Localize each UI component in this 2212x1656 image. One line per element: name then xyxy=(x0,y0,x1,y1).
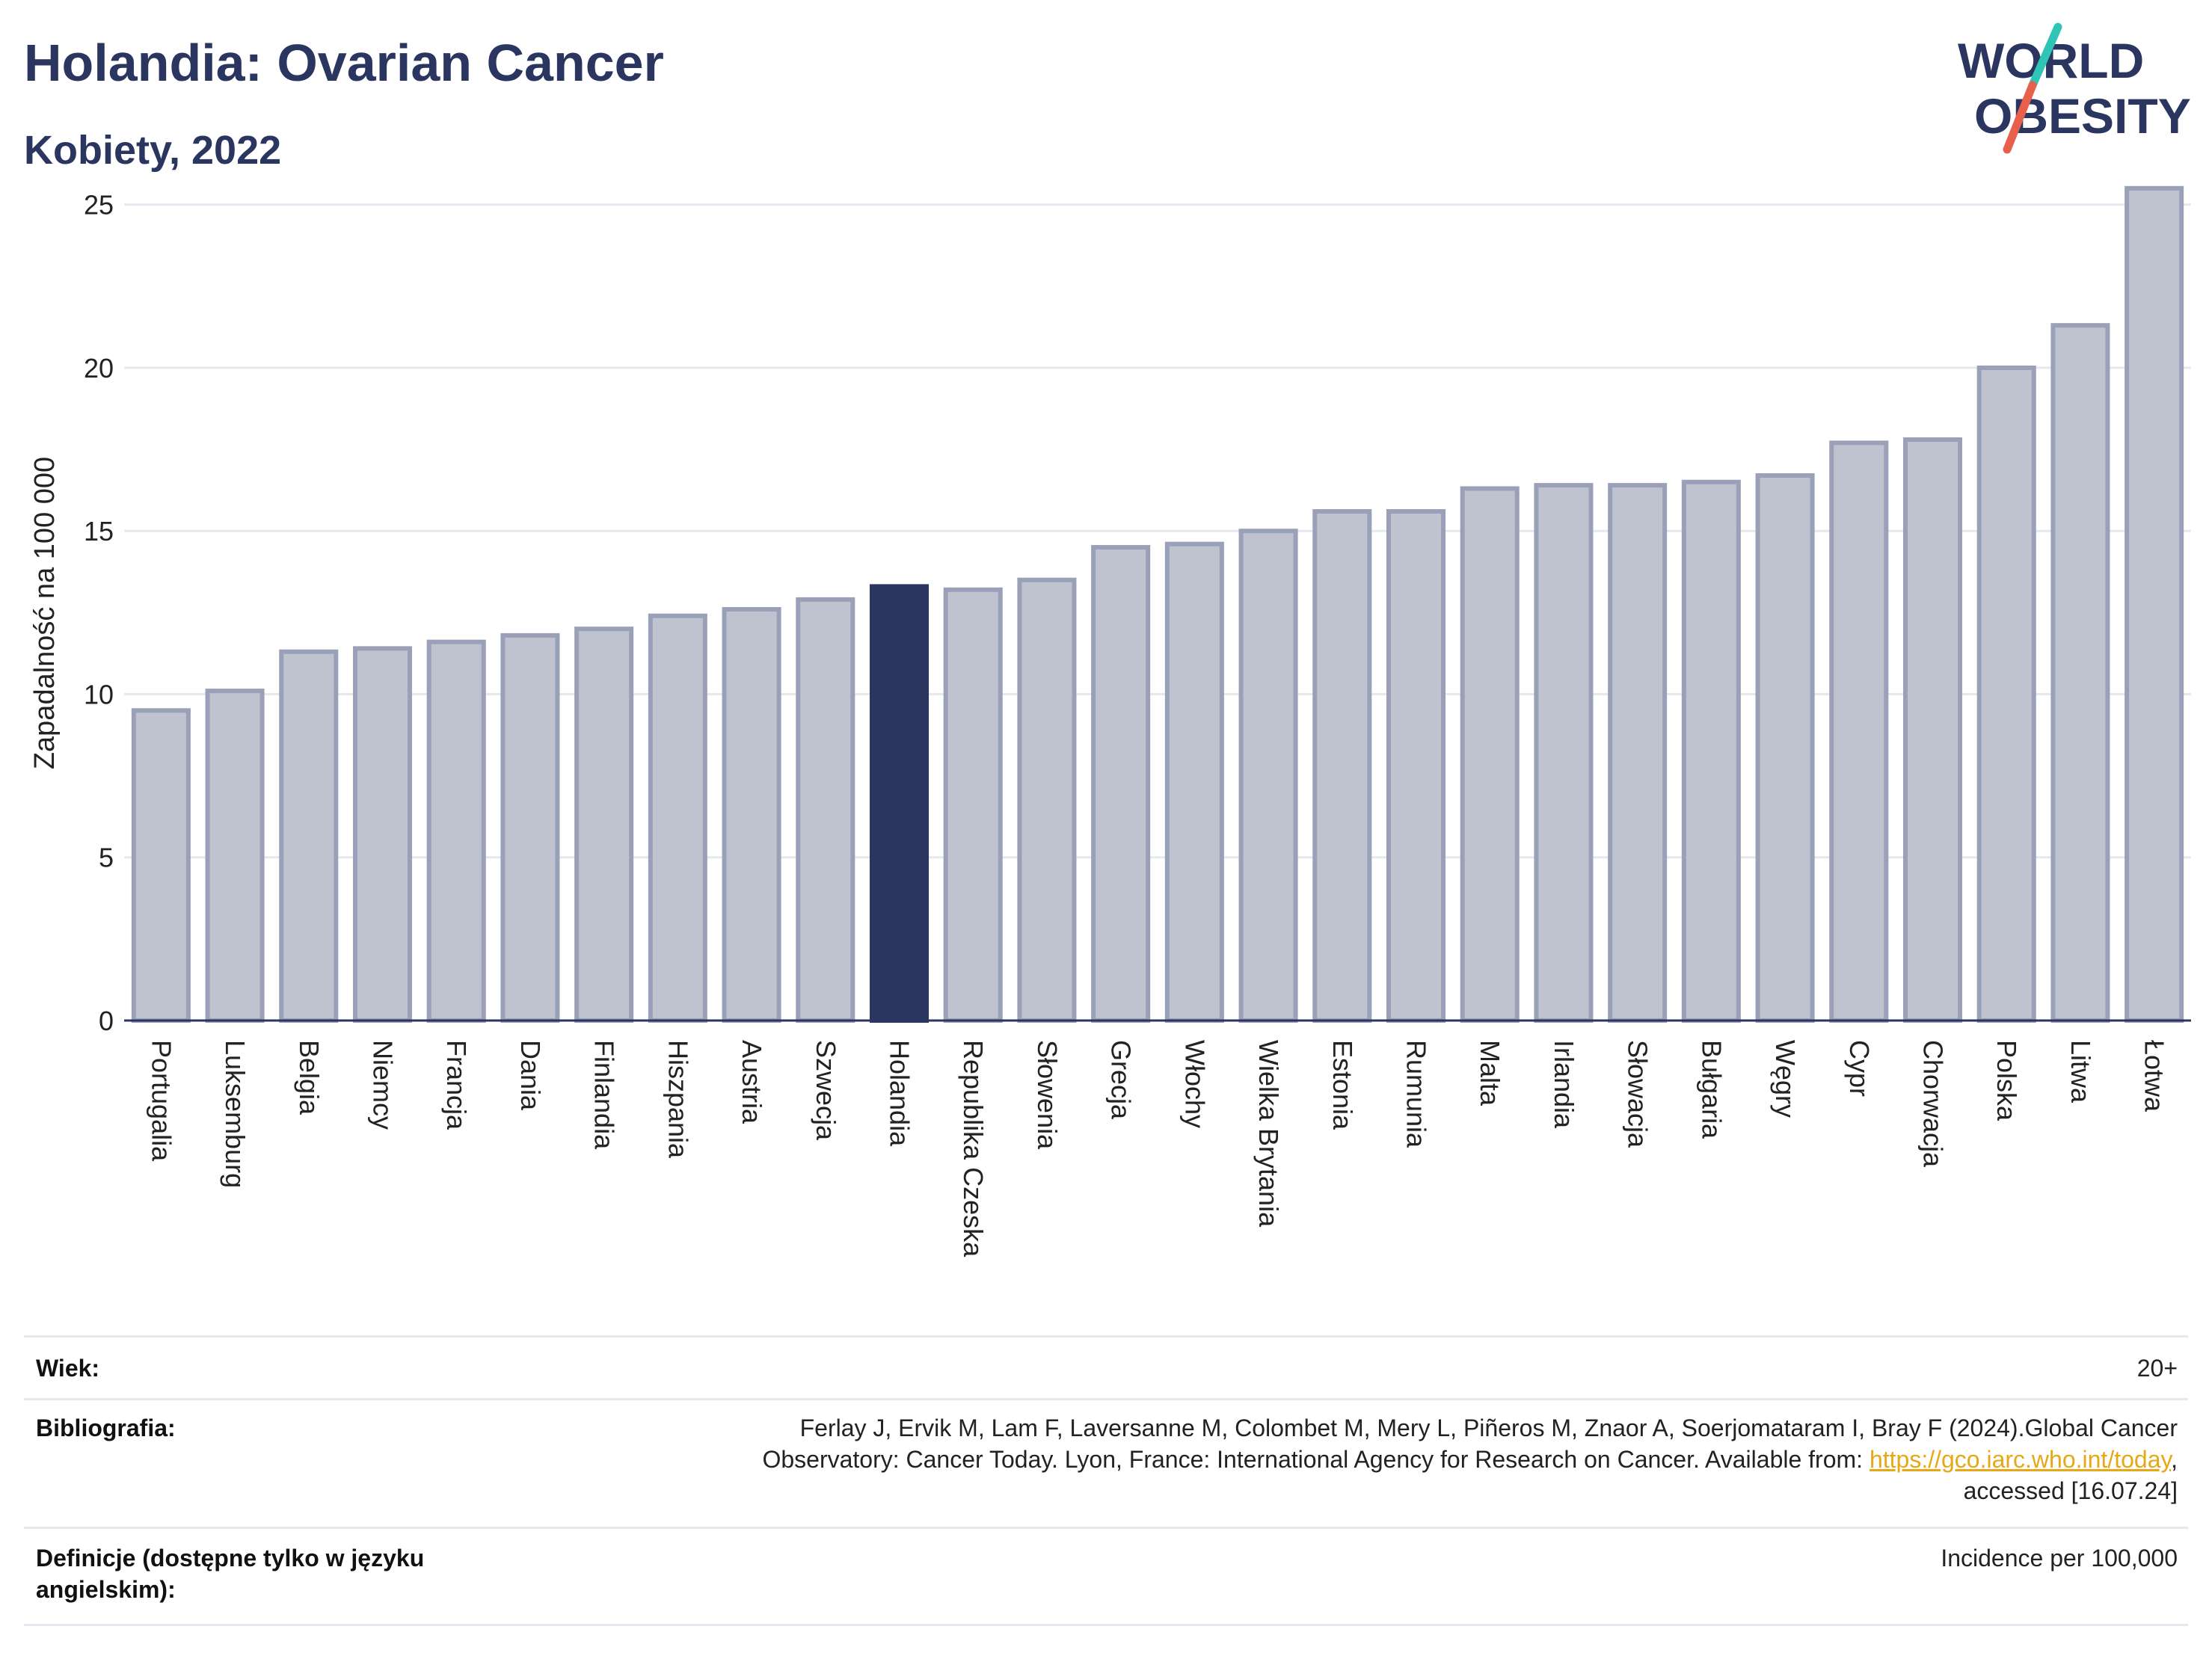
logo-accent-coral xyxy=(2003,81,2037,154)
bibliography-line2-end: , xyxy=(2171,1446,2178,1473)
x-tick-label: Holandia xyxy=(885,1040,915,1147)
y-tick-label: 0 xyxy=(99,1006,114,1036)
x-tick-label: Słowacja xyxy=(1623,1040,1653,1148)
definition-label-line1: Definicje (dostępne tylko w języku xyxy=(36,1545,425,1572)
x-tick-label: Bułgaria xyxy=(1696,1040,1727,1139)
bar xyxy=(1976,365,2036,1023)
x-tick-label: Grecja xyxy=(1106,1040,1137,1120)
x-tick-label: Irlandia xyxy=(1549,1040,1579,1129)
x-tick-label: Portugalia xyxy=(146,1040,176,1162)
bar xyxy=(352,646,413,1023)
definition-row: Definicje (dostępne tylko w języku angie… xyxy=(24,1527,2188,1625)
y-tick-label: 25 xyxy=(84,190,114,221)
bibliography-value: Ferlay J, Ervik M, Lam F, Laversanne M, … xyxy=(762,1412,2178,1506)
bar-highlighted xyxy=(869,584,930,1023)
bar xyxy=(1681,479,1741,1023)
chart-subtitle: Kobiety, 2022 xyxy=(24,128,282,173)
bar xyxy=(2050,323,2110,1023)
x-tick-label: Belgia xyxy=(294,1040,325,1115)
y-axis-ticks: 0 5 10 15 20 25 xyxy=(84,190,114,1036)
bar xyxy=(500,632,560,1023)
bibliography-row: Bibliografia: Ferlay J, Ervik M, Lam F, … xyxy=(24,1398,2188,1527)
age-value: 20+ xyxy=(2136,1355,2178,1382)
definition-label-line2: angielskim): xyxy=(36,1576,176,1603)
bar xyxy=(426,639,486,1023)
bar xyxy=(1386,509,1446,1023)
y-tick-label: 20 xyxy=(84,353,114,384)
bar xyxy=(722,606,781,1023)
x-tick-label: Słowenia xyxy=(1032,1040,1063,1150)
bibliography-label: Bibliografia: xyxy=(36,1415,176,1441)
bar xyxy=(1608,483,1668,1023)
bar xyxy=(131,708,191,1023)
x-tick-label: Finlandia xyxy=(589,1040,620,1150)
y-tick-label: 5 xyxy=(99,843,114,873)
definition-value: Incidence per 100,000 xyxy=(1941,1545,2178,1572)
x-tick-label: Luksemburg xyxy=(220,1040,251,1188)
x-tick-label: Republika Czeska xyxy=(958,1040,989,1258)
bar xyxy=(205,689,265,1023)
bar xyxy=(1312,509,1372,1023)
x-tick-label: Litwa xyxy=(2065,1040,2096,1104)
x-tick-label: Chorwacja xyxy=(1918,1040,1949,1168)
bar xyxy=(279,649,339,1023)
bar xyxy=(1534,483,1594,1023)
age-label: Wiek: xyxy=(36,1355,100,1382)
y-tick-label: 10 xyxy=(84,679,114,710)
bar xyxy=(796,597,855,1023)
bar xyxy=(648,613,707,1023)
bar xyxy=(1017,577,1077,1023)
bar xyxy=(1902,437,1963,1023)
x-tick-label: Niemcy xyxy=(368,1040,399,1130)
bar xyxy=(943,587,1003,1023)
y-axis-label: Zapadalność na 100 000 xyxy=(29,457,61,769)
x-tick-label: Malta xyxy=(1475,1040,1505,1106)
bibliography-line2: Observatory: Cancer Today. Lyon, France:… xyxy=(762,1444,2178,1475)
bar-chart: 0 5 10 15 20 25 Zapadalność na 100 000 Portug… xyxy=(29,185,2191,1258)
logo-accent-teal xyxy=(2028,22,2062,90)
table-bottom-border xyxy=(24,1624,2188,1626)
x-tick-label: Francja xyxy=(441,1040,472,1130)
definition-label: Definicje (dostępne tylko w języku angie… xyxy=(36,1542,424,1605)
bar xyxy=(1164,541,1224,1023)
bars xyxy=(131,185,2184,1024)
x-tick-label: Szwecja xyxy=(811,1040,841,1141)
x-tick-label: Estonia xyxy=(1327,1040,1358,1130)
bibliography-line2-text: Observatory: Cancer Today. Lyon, France:… xyxy=(762,1446,1870,1473)
x-tick-label: Hiszpania xyxy=(663,1040,693,1159)
x-tick-label: Łotwa xyxy=(2139,1040,2170,1112)
x-tick-label: Węgry xyxy=(1770,1040,1801,1118)
bar xyxy=(1238,529,1298,1023)
bar xyxy=(2125,185,2184,1024)
x-tick-label: Dania xyxy=(515,1040,546,1111)
y-tick-label: 15 xyxy=(84,516,114,547)
bibliography-link[interactable]: https://gco.iarc.who.int/today xyxy=(1869,1446,2172,1473)
x-tick-label: Polska xyxy=(1991,1040,2022,1121)
bar xyxy=(1829,440,1889,1023)
bar xyxy=(1091,545,1151,1023)
bar xyxy=(1460,486,1520,1023)
x-tick-label: Cypr xyxy=(1844,1040,1875,1097)
bar xyxy=(574,627,634,1023)
x-axis-labels: Portugalia Luksemburg Belgia Niemcy Francja D… xyxy=(146,1040,2169,1258)
x-tick-label: Rumunia xyxy=(1401,1040,1432,1148)
bibliography-line3: accessed [16.07.24] xyxy=(1963,1477,2178,1504)
bibliography-line1: Ferlay J, Ervik M, Lam F, Laversanne M, … xyxy=(799,1415,2178,1441)
world-obesity-logo: WORLD OBESITY xyxy=(1958,22,2191,154)
x-tick-label: Wielka Brytania xyxy=(1253,1040,1284,1228)
x-tick-label: Włochy xyxy=(1179,1040,1210,1128)
bar xyxy=(1755,473,1815,1023)
chart-title: Holandia: Ovarian Cancer xyxy=(24,34,664,92)
x-tick-label: Austria xyxy=(737,1040,767,1124)
age-row: Wiek: 20+ xyxy=(24,1335,2188,1399)
